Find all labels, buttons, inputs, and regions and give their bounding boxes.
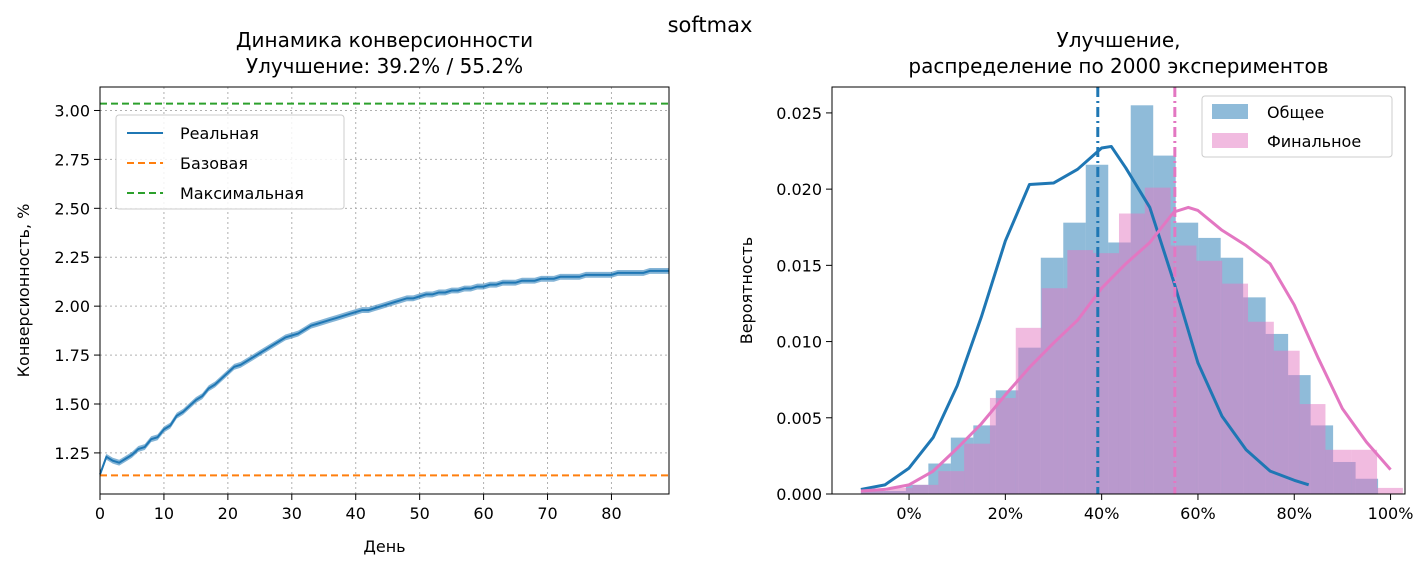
x-axis-label: День: [363, 537, 405, 556]
x-tick-label: 60: [473, 504, 493, 523]
histogram-bar-final: [1273, 350, 1300, 494]
histogram-bar-final: [1118, 213, 1145, 494]
x-tick-label: 100%: [1368, 504, 1414, 523]
y-tick-label: 0.025: [776, 104, 822, 123]
y-tick-label: 2.50: [54, 199, 90, 218]
legend: Реальная Базовая Максимальная: [115, 114, 345, 210]
histogram-bar-final: [989, 397, 1016, 494]
histogram-bar-final: [1299, 404, 1326, 494]
y-tick-label: 1.50: [54, 395, 90, 414]
histogram-bar-final: [1377, 487, 1403, 494]
figure-suptitle: softmax: [668, 13, 753, 37]
x-tick-label: 40: [346, 504, 366, 523]
legend-label: Максимальная: [180, 184, 304, 203]
x-tick-label: 50: [409, 504, 429, 523]
chart-title-line: Улучшение: 39.2% / 55.2%: [246, 54, 523, 78]
x-tick-label: 30: [282, 504, 302, 523]
histogram-bar-final: [1351, 449, 1378, 494]
histogram-bar-final: [964, 443, 990, 494]
histogram-bar-final: [886, 487, 913, 494]
y-tick-label: 3.00: [54, 101, 90, 120]
y-tick-label: 2.25: [54, 248, 90, 267]
x-tick-label: 70: [537, 504, 557, 523]
y-axis-label: Вероятность: [737, 237, 756, 345]
axes-frame: [99, 86, 670, 495]
axes-frame: [831, 86, 1406, 495]
x-tick-label: 20: [218, 504, 238, 523]
histogram-bar-final: [1222, 283, 1249, 494]
y-tick-label: 0.020: [776, 180, 822, 199]
histogram-bar-final: [1015, 327, 1042, 494]
x-tick-label: 60%: [1180, 504, 1216, 523]
legend-label: Базовая: [180, 154, 248, 173]
y-axis-label: Конверсионность, %: [14, 204, 33, 378]
chart-title-line: распределение по 2000 экспериментов: [908, 54, 1328, 78]
legend-box: [115, 114, 345, 210]
legend-swatch: [1212, 133, 1248, 148]
chart-title-line: Улучшение,: [1057, 28, 1181, 52]
y-tick-label: 1.25: [54, 444, 90, 463]
x-tick-label: 20%: [988, 504, 1024, 523]
legend: Общее Финальное: [1201, 95, 1393, 158]
y-tick-label: 1.75: [54, 346, 90, 365]
legend-label: Реальная: [180, 124, 259, 143]
histogram-bar-final: [912, 484, 939, 494]
legend-box: [1201, 95, 1393, 158]
y-tick-label: 0.010: [776, 333, 822, 352]
histogram-bar-final: [1067, 250, 1094, 494]
kde-line-final: [860, 205, 1392, 493]
real-confidence-band: [100, 267, 669, 478]
legend-swatch: [1212, 104, 1248, 119]
chart-title-line: Динамика конверсионности: [236, 28, 533, 52]
legend-label: Общее: [1267, 103, 1324, 122]
histogram-bar-final: [1144, 187, 1171, 494]
histogram-bar-final: [1325, 449, 1352, 494]
improvement-distribution-chart: Улучшение,распределение по 2000 эксперим…: [737, 28, 1413, 523]
x-tick-label: 80: [601, 504, 621, 523]
y-tick-label: 0.015: [776, 256, 822, 275]
histogram-bar-final: [1041, 288, 1068, 494]
kde-line-overall: [860, 144, 1310, 491]
y-tick-label: 2.00: [54, 297, 90, 316]
x-tick-label: 0: [95, 504, 105, 523]
real-line: [99, 269, 669, 475]
legend-label: Финальное: [1267, 132, 1361, 151]
histogram-bar-final: [938, 471, 965, 494]
x-tick-label: 40%: [1084, 504, 1120, 523]
y-tick-label: 0.005: [776, 409, 822, 428]
x-tick-label: 0%: [896, 504, 921, 523]
y-tick-label: 0.000: [776, 485, 822, 504]
x-tick-label: 80%: [1276, 504, 1312, 523]
histogram-bar-final: [1196, 260, 1223, 494]
y-tick-label: 2.75: [54, 150, 90, 169]
histogram-bar-final: [860, 490, 887, 494]
x-tick-label: 10: [154, 504, 174, 523]
histogram-bar-final: [1248, 321, 1274, 494]
